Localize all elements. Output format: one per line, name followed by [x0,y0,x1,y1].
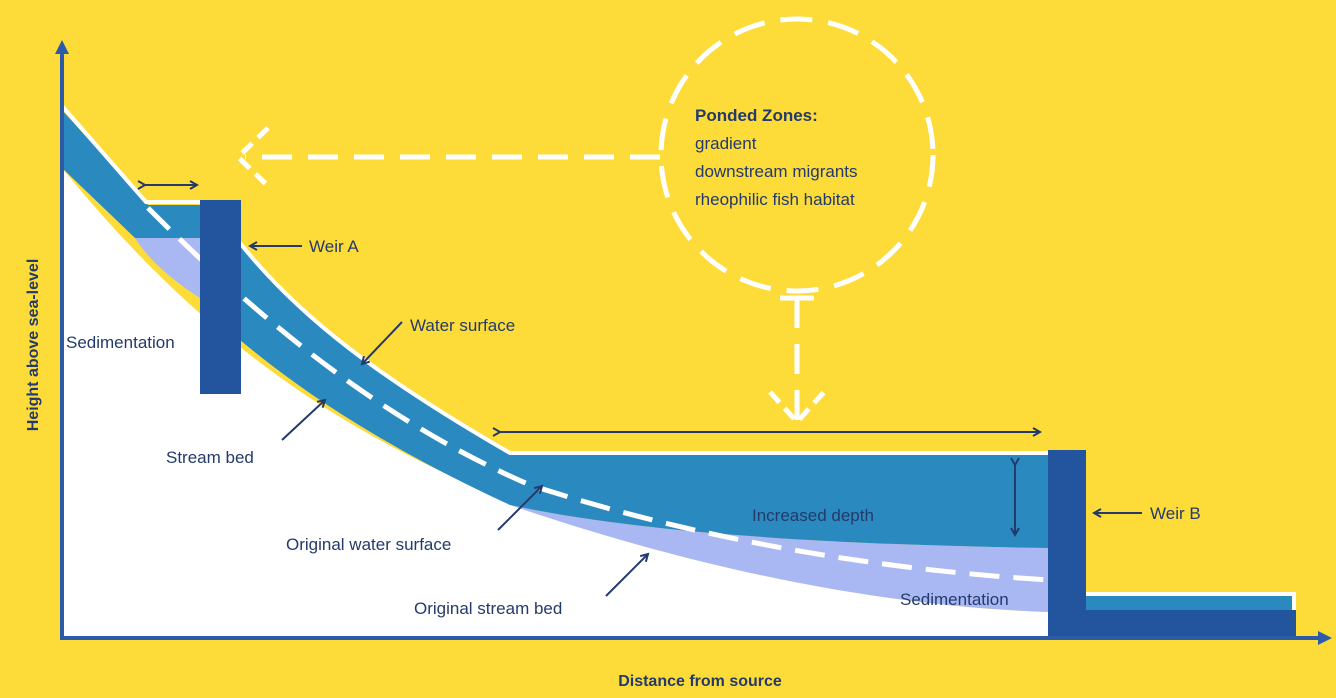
water-upstream [62,110,200,238]
stream-bed-pointer [281,400,325,441]
original-stream-bed-pointer [605,554,648,597]
water-surface-label: Water surface [410,316,515,335]
ponded-zones-item: rheophilic fish habitat [695,190,855,209]
ponded-zones-item: gradient [695,134,757,153]
callout-arrowhead-down [768,390,826,426]
increased-depth-label: Increased depth [752,506,874,525]
callout-arrowhead-left [234,126,270,188]
original-water-surface [146,206,1051,583]
y-axis-label: Height above sea-level [25,259,42,432]
original-water-surface-pointer [497,486,542,531]
water-pond [510,455,1048,548]
sedimentation-left-label: Sedimentation [66,333,175,352]
water-surface-line-3 [1086,592,1296,610]
weir-a [200,200,241,394]
water-downstream [1086,596,1292,610]
sedimentation-right-label: Sedimentation [900,590,1009,609]
ground-area [62,168,1048,640]
x-axis-arrow [1318,631,1332,645]
weir-a-label: Weir A [309,237,359,256]
x-axis-label: Distance from source [618,673,782,690]
ponded-zones-title: Ponded Zones: [695,106,818,125]
original-water-surface-label: Original water surface [286,535,451,554]
water-surface-pointer [362,321,403,364]
water-surface-line [60,104,200,204]
original-stream-bed-label: Original stream bed [414,599,562,618]
water-surface-line-2 [238,241,1048,455]
sediment-right [510,505,1048,612]
y-axis-arrow [55,40,69,54]
stream-bed-label: Stream bed [166,448,254,467]
sediment-left [135,238,200,298]
weir-b-label: Weir B [1150,504,1201,523]
weir-b [1048,450,1296,640]
ponded-zones-circle [658,16,936,294]
ponded-zones-item: downstream migrants [695,162,858,181]
